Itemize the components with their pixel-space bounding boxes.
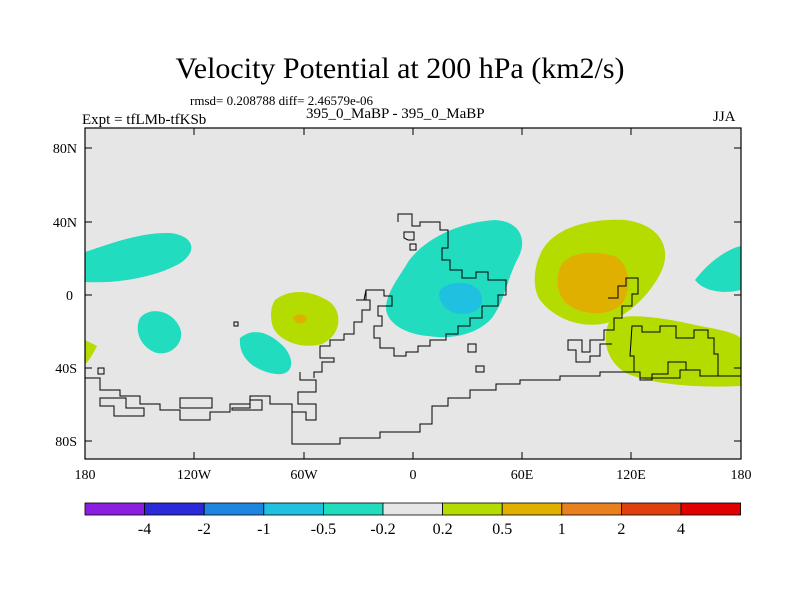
contour-teal-east-pacific bbox=[695, 246, 741, 292]
colorbar-swatch bbox=[144, 502, 205, 516]
tick-marks bbox=[84, 128, 742, 459]
colorbar-label: -1 bbox=[257, 521, 270, 538]
coastline-antarctic-inner bbox=[99, 397, 263, 417]
colorbar-label: 0.5 bbox=[492, 521, 512, 538]
x-tick-label: 0 bbox=[410, 468, 417, 483]
colorbar-label: -0.5 bbox=[311, 521, 336, 538]
y-tick-label: 80S bbox=[55, 435, 77, 450]
coastline-islands bbox=[97, 321, 485, 375]
coastline-south-america-south bbox=[291, 372, 317, 424]
y-tick-label: 0 bbox=[66, 289, 73, 304]
colorbar-label: 4 bbox=[677, 521, 685, 538]
x-tick-label: 180 bbox=[75, 468, 96, 483]
y-tick-label: 40S bbox=[55, 362, 77, 377]
colorbar-label: -0.2 bbox=[370, 521, 395, 538]
colorbar-swatch bbox=[621, 502, 682, 516]
colorbar-swatch bbox=[84, 502, 145, 516]
map-title: Velocity Potential at 200 hPa (km2/s) bbox=[175, 52, 625, 85]
contour-field bbox=[85, 213, 741, 445]
contour-orange-south-america bbox=[293, 314, 307, 324]
y-tick-label: 80N bbox=[53, 142, 77, 157]
contour-green-south-atlantic-west bbox=[85, 340, 97, 364]
coastline-west-africa bbox=[313, 289, 371, 378]
colorbar-label: 2 bbox=[617, 521, 625, 538]
y-tick-label: 40N bbox=[53, 216, 77, 231]
x-tick-label: 120W bbox=[177, 468, 212, 483]
colorbar-swatch bbox=[263, 502, 324, 516]
x-tick-label: 120E bbox=[616, 468, 646, 483]
experiment-label: Expt = tfLMb-tfKSb bbox=[82, 112, 207, 128]
difference-label: 395_0_MaBP - 395_0_MaBP bbox=[306, 106, 485, 122]
colorbar-swatch bbox=[382, 502, 443, 516]
coastline-asia bbox=[567, 277, 639, 363]
colorbar-swatch bbox=[322, 502, 384, 516]
colorbar-label: 1 bbox=[558, 521, 566, 538]
coastline-antarctica bbox=[85, 369, 741, 445]
contour-teal-africa bbox=[385, 220, 523, 338]
x-tick-label: 60E bbox=[511, 468, 534, 483]
x-tick-label: 60W bbox=[290, 468, 318, 483]
colorbar-swatch bbox=[561, 502, 622, 516]
contour-green-australia bbox=[605, 316, 741, 387]
colorbar-label: 0.2 bbox=[433, 521, 453, 538]
colorbar-label: -4 bbox=[138, 521, 151, 538]
colorbar-swatch bbox=[501, 502, 563, 516]
colorbar-swatch bbox=[203, 502, 265, 516]
coastlines bbox=[85, 213, 741, 445]
coastline-iberia-britain bbox=[403, 231, 417, 251]
colorbar-swatch bbox=[680, 502, 741, 516]
coastline-australia bbox=[629, 325, 719, 381]
colorbar: -4 -2 -1 -0.5 -0.2 0.2 0.5 1 2 4 bbox=[84, 502, 741, 538]
contour-orange-indian-ocean bbox=[557, 252, 629, 314]
contour-teal-south-america-west bbox=[239, 332, 292, 375]
x-tick-label: 180 bbox=[731, 468, 752, 483]
colorbar-swatch bbox=[442, 502, 503, 516]
contour-cyan-africa-core bbox=[439, 282, 482, 314]
season-label: JJA bbox=[713, 109, 736, 125]
colorbar-label: -2 bbox=[198, 521, 211, 538]
coastline-north-africa-europe bbox=[356, 213, 507, 357]
contour-teal-south-pacific bbox=[137, 311, 182, 354]
rmsd-diff-stats: rmsd= 0.208788 diff= 2.46579e-06 bbox=[190, 93, 374, 108]
contour-teal-west-pacific bbox=[85, 232, 192, 283]
